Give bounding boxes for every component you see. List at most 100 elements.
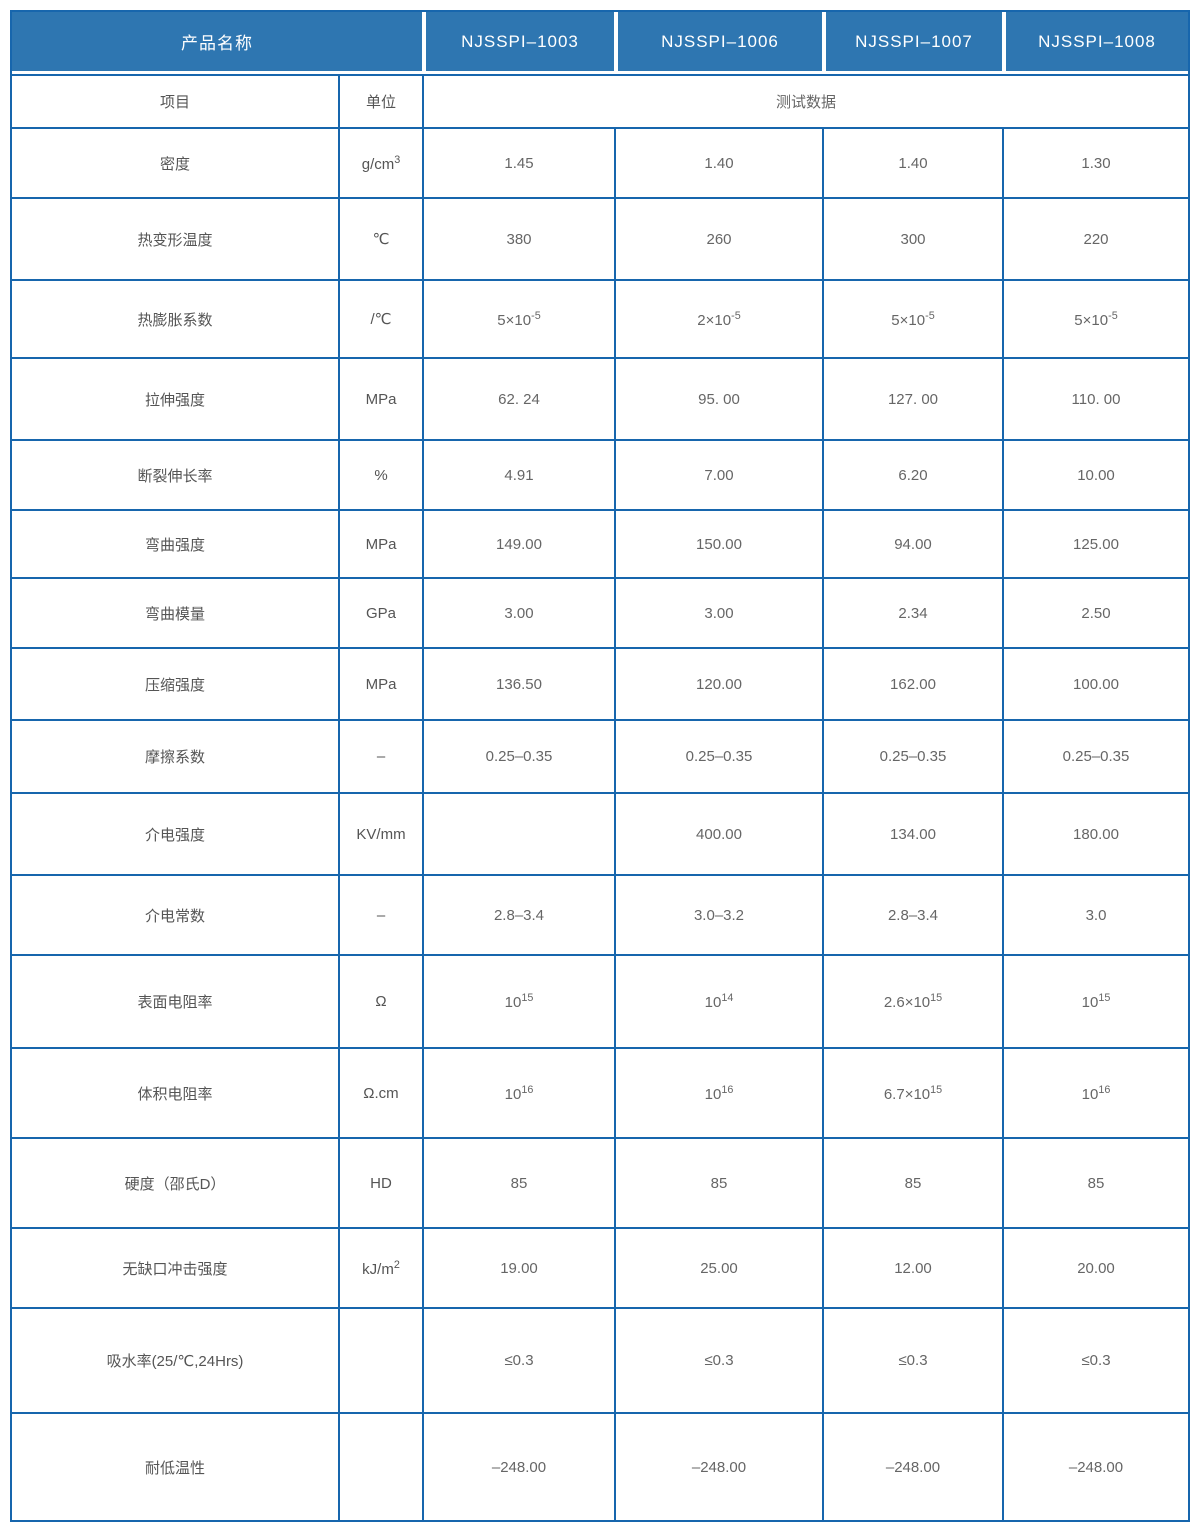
row-label: 弯曲强度 [12, 509, 338, 577]
row-label: 摩擦系数 [12, 719, 338, 792]
table-row: 介电强度 KV/mm 400.00 134.00 180.00 [12, 792, 1188, 874]
row-unit: /℃ [338, 279, 422, 357]
cell-value: –248.00 [614, 1412, 822, 1520]
subheader-row: 项目 单位 测试数据 [12, 74, 1188, 127]
cell-value: 25.00 [614, 1227, 822, 1307]
row-unit [338, 1412, 422, 1520]
table-row: 介电常数 – 2.8–3.4 3.0–3.2 2.8–3.4 3.0 [12, 874, 1188, 954]
cell-value: 1.40 [822, 127, 1002, 197]
row-label: 介电强度 [12, 792, 338, 874]
row-label: 压缩强度 [12, 647, 338, 719]
cell-value: 1.30 [1002, 127, 1188, 197]
row-unit [338, 1307, 422, 1412]
row-label: 介电常数 [12, 874, 338, 954]
row-unit: Ω.cm [338, 1047, 422, 1137]
cell-value: 120.00 [614, 647, 822, 719]
row-unit: KV/mm [338, 792, 422, 874]
cell-value: –248.00 [822, 1412, 1002, 1520]
cell-value: 127. 00 [822, 357, 1002, 439]
cell-value: 380 [422, 197, 614, 279]
cell-value: ≤0.3 [822, 1307, 1002, 1412]
table-row: 表面电阻率 Ω 1015 1014 2.6×1015 1015 [12, 954, 1188, 1047]
cell-value: 100.00 [1002, 647, 1188, 719]
cell-value: 85 [1002, 1137, 1188, 1227]
table-row: 耐低温性 –248.00 –248.00 –248.00 –248.00 [12, 1412, 1188, 1520]
cell-value: 2.50 [1002, 577, 1188, 647]
cell-value: 6.7×1015 [822, 1047, 1002, 1137]
cell-value: 1.40 [614, 127, 822, 197]
cell-value: 5×10-5 [422, 279, 614, 357]
row-label: 拉伸强度 [12, 357, 338, 439]
cell-value: 1015 [422, 954, 614, 1047]
cell-value: 2.6×1015 [822, 954, 1002, 1047]
cell-value: 7.00 [614, 439, 822, 509]
cell-value: 400.00 [614, 792, 822, 874]
cell-value: 3.00 [422, 577, 614, 647]
table-row: 热变形温度 ℃ 380 260 300 220 [12, 197, 1188, 279]
cell-value: 1014 [614, 954, 822, 1047]
row-unit: kJ/m2 [338, 1227, 422, 1307]
cell-value: ≤0.3 [1002, 1307, 1188, 1412]
table-row: 热膨胀系数 /℃ 5×10-5 2×10-5 5×10-5 5×10-5 [12, 279, 1188, 357]
cell-value: 1016 [1002, 1047, 1188, 1137]
product-column-header: NJSSPI–1008 [1002, 12, 1188, 74]
cell-value: 1016 [614, 1047, 822, 1137]
cell-value: 0.25–0.35 [1002, 719, 1188, 792]
cell-value: 3.00 [614, 577, 822, 647]
row-label: 断裂伸长率 [12, 439, 338, 509]
row-label: 体积电阻率 [12, 1047, 338, 1137]
cell-value: 2.34 [822, 577, 1002, 647]
row-label: 吸水率(25/℃,24Hrs) [12, 1307, 338, 1412]
cell-value: 85 [422, 1137, 614, 1227]
cell-value: 12.00 [822, 1227, 1002, 1307]
cell-value: 10.00 [1002, 439, 1188, 509]
cell-value: 2.8–3.4 [422, 874, 614, 954]
cell-value: 125.00 [1002, 509, 1188, 577]
row-label: 表面电阻率 [12, 954, 338, 1047]
cell-value: 150.00 [614, 509, 822, 577]
cell-value: 4.91 [422, 439, 614, 509]
table-row: 密度 g/cm3 1.45 1.40 1.40 1.30 [12, 127, 1188, 197]
cell-value: ≤0.3 [614, 1307, 822, 1412]
cell-value: 136.50 [422, 647, 614, 719]
table-row: 无缺口冲击强度 kJ/m2 19.00 25.00 12.00 20.00 [12, 1227, 1188, 1307]
cell-value: 6.20 [822, 439, 1002, 509]
cell-value: 1016 [422, 1047, 614, 1137]
product-name-header: 产品名称 [12, 12, 422, 74]
row-label: 密度 [12, 127, 338, 197]
cell-value: 94.00 [822, 509, 1002, 577]
cell-value [422, 792, 614, 874]
row-label: 耐低温性 [12, 1412, 338, 1520]
table-row: 体积电阻率 Ω.cm 1016 1016 6.7×1015 1016 [12, 1047, 1188, 1137]
row-unit: ℃ [338, 197, 422, 279]
cell-value: 134.00 [822, 792, 1002, 874]
header-row: 产品名称 NJSSPI–1003 NJSSPI–1006 NJSSPI–1007… [12, 12, 1188, 74]
cell-value: 149.00 [422, 509, 614, 577]
row-unit: MPa [338, 357, 422, 439]
item-header: 项目 [12, 74, 338, 127]
cell-value: 0.25–0.35 [822, 719, 1002, 792]
cell-value: 300 [822, 197, 1002, 279]
cell-value: 1015 [1002, 954, 1188, 1047]
table-row: 弯曲模量 GPa 3.00 3.00 2.34 2.50 [12, 577, 1188, 647]
cell-value: 0.25–0.35 [614, 719, 822, 792]
cell-value: ≤0.3 [422, 1307, 614, 1412]
cell-value: –248.00 [422, 1412, 614, 1520]
product-column-header: NJSSPI–1007 [822, 12, 1002, 74]
row-label: 热膨胀系数 [12, 279, 338, 357]
row-label: 弯曲模量 [12, 577, 338, 647]
cell-value: 180.00 [1002, 792, 1188, 874]
cell-value: 20.00 [1002, 1227, 1188, 1307]
table-row: 吸水率(25/℃,24Hrs) ≤0.3 ≤0.3 ≤0.3 ≤0.3 [12, 1307, 1188, 1412]
row-unit: HD [338, 1137, 422, 1227]
cell-value: 2×10-5 [614, 279, 822, 357]
row-label: 热变形温度 [12, 197, 338, 279]
table-row: 断裂伸长率 % 4.91 7.00 6.20 10.00 [12, 439, 1188, 509]
row-unit: – [338, 719, 422, 792]
product-column-header: NJSSPI–1003 [422, 12, 614, 74]
cell-value: 5×10-5 [822, 279, 1002, 357]
row-unit: % [338, 439, 422, 509]
row-unit: MPa [338, 509, 422, 577]
product-column-header: NJSSPI–1006 [614, 12, 822, 74]
cell-value: 3.0 [1002, 874, 1188, 954]
